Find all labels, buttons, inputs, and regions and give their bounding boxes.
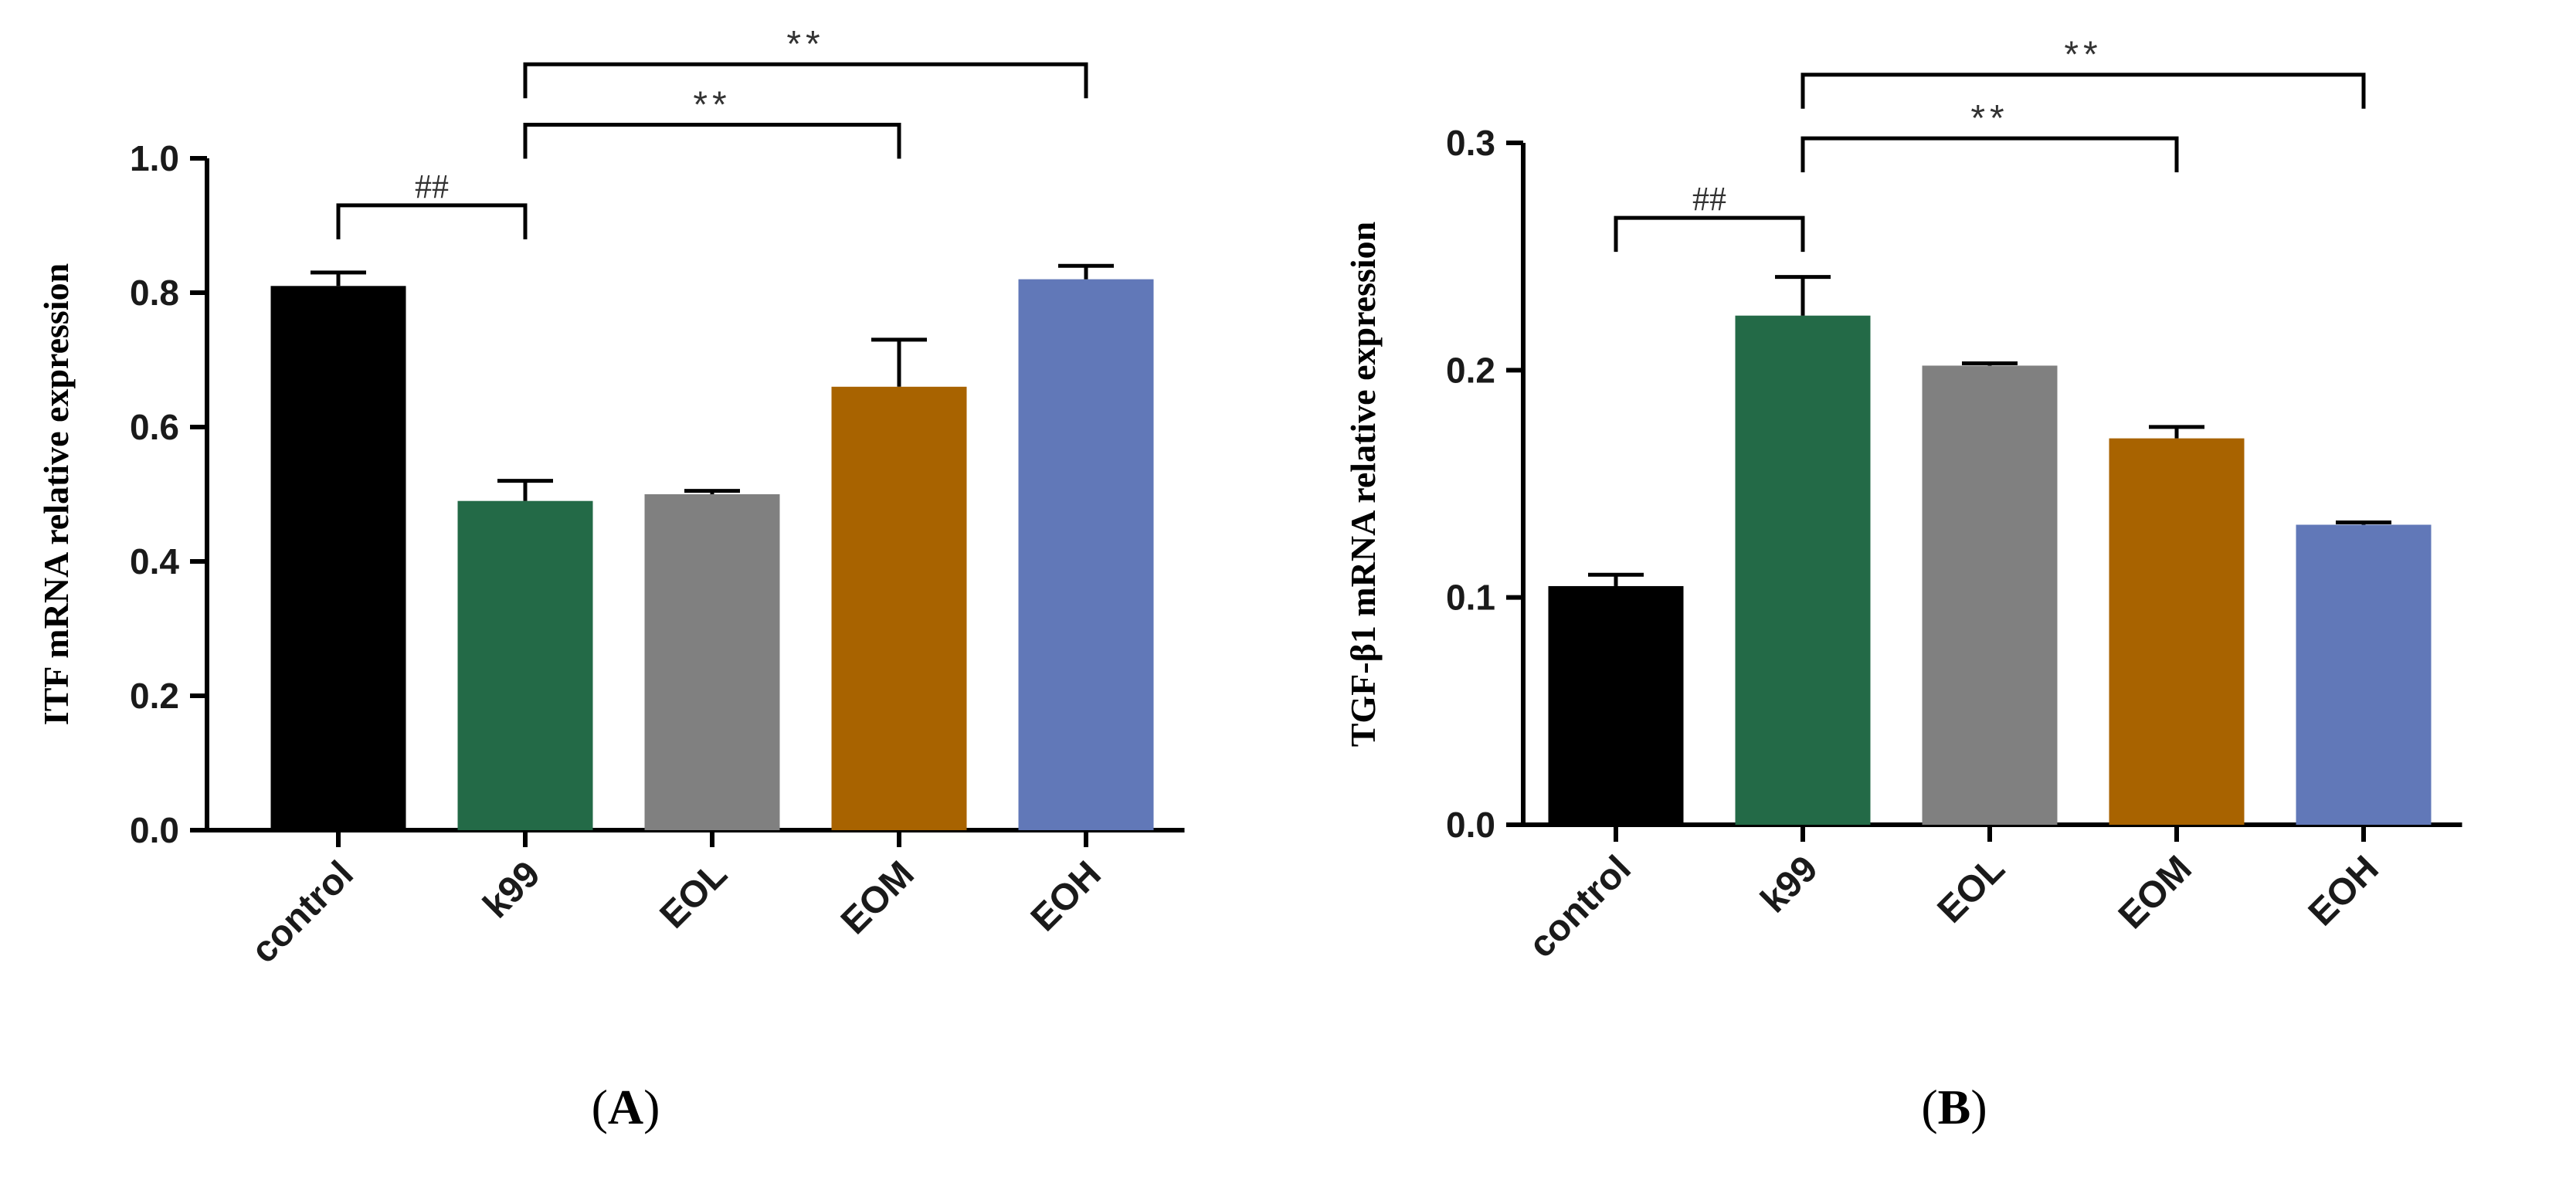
bar-EOH bbox=[2296, 524, 2432, 825]
error-bar-EOM bbox=[871, 337, 927, 387]
x-tick-label-k99: k99 bbox=[1753, 848, 1826, 921]
bar-k99 bbox=[457, 500, 593, 830]
error-bar-EOH bbox=[1058, 263, 1114, 280]
error-bar-EOL bbox=[684, 489, 740, 494]
x-tick-label-EOL: EOL bbox=[653, 853, 735, 936]
panel-label-close: ) bbox=[1970, 1080, 1987, 1134]
x-tick-label-control: control bbox=[243, 853, 361, 971]
bracket-line bbox=[1614, 215, 1805, 253]
y-tick-label: 0.2 bbox=[1446, 350, 1495, 390]
y-tick-label: 0.3 bbox=[1446, 123, 1495, 163]
significance-label: ** bbox=[1970, 98, 2008, 139]
x-tick-label-EOL: EOL bbox=[1930, 848, 2013, 931]
error-bar-EOH bbox=[2336, 520, 2391, 525]
significance-bracket: ## bbox=[336, 168, 528, 239]
panel-label: (B) bbox=[1921, 1080, 1987, 1134]
bar-control bbox=[1548, 585, 1684, 825]
panel-label: (A) bbox=[592, 1080, 660, 1134]
significance-label: ## bbox=[415, 168, 449, 205]
bar-EOL bbox=[644, 494, 780, 830]
y-tick-label: 0.0 bbox=[130, 810, 179, 850]
bar-EOM bbox=[2109, 438, 2245, 825]
significance-bracket: ** bbox=[523, 85, 901, 159]
y-tick-label: 0.8 bbox=[130, 273, 179, 313]
significance-label: ## bbox=[1692, 180, 1726, 218]
y-tick-label: 0.2 bbox=[130, 676, 179, 716]
y-tick-label: 0.1 bbox=[1446, 578, 1495, 618]
error-bar-k99 bbox=[497, 479, 553, 501]
bracket-line bbox=[1800, 136, 2179, 173]
significance-label: ** bbox=[2064, 35, 2102, 76]
error-bar-control bbox=[311, 270, 366, 287]
error-bar-EOM bbox=[2149, 425, 2204, 439]
panel-label-open: ( bbox=[1921, 1080, 1937, 1134]
panel-label-open: ( bbox=[592, 1080, 608, 1134]
bar-EOH bbox=[1018, 279, 1154, 831]
significance-bracket: ** bbox=[1800, 98, 2179, 173]
bar-control bbox=[270, 286, 406, 830]
error-bar-control bbox=[1588, 572, 1644, 586]
error-bar-EOL bbox=[1962, 361, 2018, 366]
x-tick-label-k99: k99 bbox=[476, 853, 548, 926]
y-axis-title: ITF mRNA relative expression bbox=[36, 263, 76, 725]
x-tick-label-EOH: EOH bbox=[1023, 853, 1109, 939]
panel-label-letter: B bbox=[1938, 1080, 1971, 1134]
significance-bracket: ## bbox=[1614, 180, 1805, 253]
bar-EOM bbox=[831, 386, 967, 830]
bar-k99 bbox=[1735, 315, 1871, 825]
y-axis-title: TGF-β1 mRNA relative expression bbox=[1343, 222, 1383, 748]
significance-bracket: ** bbox=[523, 24, 1088, 99]
x-tick-label-EOM: EOM bbox=[2111, 848, 2200, 937]
significance-label: ** bbox=[693, 85, 731, 126]
bracket-line bbox=[336, 203, 528, 239]
chart-panel-B: 0.0 0.1 0.2 0.3 TGF-β1 mRNA relative express… bbox=[1343, 35, 2462, 1134]
y-tick-label: 1.0 bbox=[130, 138, 179, 178]
x-tick-label-EOH: EOH bbox=[2301, 848, 2387, 934]
bracket-line bbox=[523, 62, 1088, 99]
y-tick-label: 0.0 bbox=[1446, 805, 1495, 845]
significance-label: ** bbox=[786, 24, 824, 65]
significance-bracket: ** bbox=[1800, 35, 2366, 109]
error-bar-k99 bbox=[1775, 275, 1831, 316]
y-tick-label: 0.6 bbox=[130, 407, 179, 447]
x-tick-label-EOM: EOM bbox=[833, 853, 922, 942]
bar-EOL bbox=[1922, 365, 2058, 825]
panel-label-letter: A bbox=[608, 1080, 643, 1134]
bracket-line bbox=[523, 123, 901, 159]
x-tick-label-control: control bbox=[1521, 848, 1638, 965]
panel-label-close: ) bbox=[643, 1080, 660, 1134]
chart-panel-A: 0.0 0.2 0.4 0.6 0.8 1.0 ITF mRNA relative expr… bbox=[36, 24, 1185, 1134]
y-tick-label: 0.4 bbox=[130, 541, 179, 582]
bracket-line bbox=[1800, 73, 2366, 109]
